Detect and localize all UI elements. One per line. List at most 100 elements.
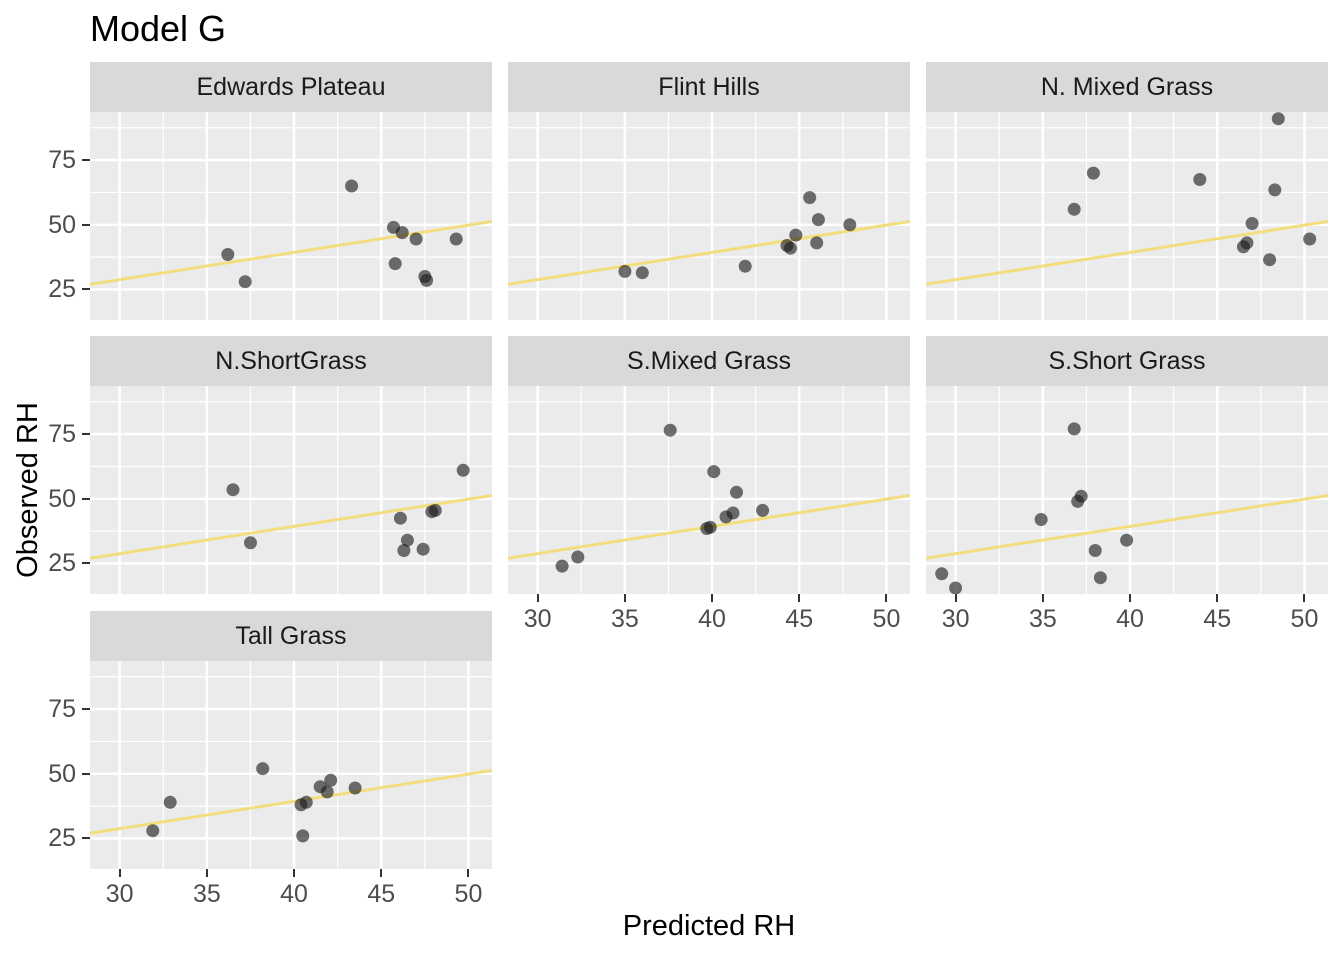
y-tick-mark xyxy=(82,433,90,436)
x-tick-label: 40 xyxy=(1116,605,1144,633)
data-point xyxy=(811,213,825,227)
x-tick-mark xyxy=(205,869,208,877)
facet-panel-flint-hills xyxy=(507,112,911,320)
y-tick-label: 75 xyxy=(48,695,76,724)
data-point xyxy=(935,567,949,581)
data-point xyxy=(803,191,817,205)
panel-canvas-edwards-plateau xyxy=(89,112,493,320)
panel-canvas-tall-grass xyxy=(89,661,493,869)
trend-line xyxy=(89,493,493,560)
x-tick-label: 30 xyxy=(523,605,552,633)
trend-line xyxy=(925,493,1329,560)
data-point xyxy=(395,226,409,240)
data-point xyxy=(784,241,797,255)
data-point xyxy=(428,503,442,517)
data-point xyxy=(393,511,407,525)
data-point xyxy=(1120,533,1134,547)
y-tick-label: 25 xyxy=(48,549,76,578)
data-point xyxy=(449,232,463,246)
x-tick-label: 35 xyxy=(192,880,221,908)
x-tick-mark xyxy=(954,594,957,602)
x-tick-mark xyxy=(380,869,383,877)
x-tick-mark xyxy=(623,594,626,602)
panel-canvas-n-shortgrass xyxy=(89,386,493,594)
y-tick-mark xyxy=(82,159,90,162)
trend-line xyxy=(89,219,493,286)
facet-panel-n-shortgrass xyxy=(89,386,493,594)
facet-strip-flint-hills: Flint Hills xyxy=(508,62,910,112)
data-point xyxy=(221,248,235,261)
data-point xyxy=(400,533,414,547)
data-point xyxy=(348,781,362,795)
data-point xyxy=(1193,173,1207,186)
y-tick-label: 50 xyxy=(48,484,76,513)
y-tick-label: 25 xyxy=(48,275,76,304)
data-point xyxy=(1067,422,1081,436)
x-tick-label: 40 xyxy=(698,605,726,633)
x-tick-mark xyxy=(118,869,121,877)
y-tick-mark xyxy=(82,223,90,226)
data-point xyxy=(456,463,470,477)
data-point xyxy=(707,465,721,479)
y-tick-mark xyxy=(82,772,90,775)
data-point xyxy=(388,257,402,271)
facet-strip-tall-grass: Tall Grass xyxy=(90,611,492,661)
x-tick-label: 35 xyxy=(1028,605,1057,633)
x-tick-label: 30 xyxy=(941,605,970,633)
data-point xyxy=(1271,112,1285,126)
data-point xyxy=(416,542,430,556)
y-tick-mark xyxy=(82,562,90,565)
facet-panel-edwards-plateau xyxy=(89,112,493,320)
data-point xyxy=(296,829,310,843)
data-point xyxy=(409,232,423,246)
y-tick-label: 25 xyxy=(48,824,76,853)
y-tick-label: 75 xyxy=(48,420,76,449)
x-tick-mark xyxy=(1041,594,1044,602)
data-point xyxy=(789,228,803,242)
y-tick-label: 50 xyxy=(48,210,76,239)
data-point xyxy=(420,273,434,287)
data-point xyxy=(238,275,252,289)
data-point xyxy=(320,785,334,799)
data-point xyxy=(345,179,359,193)
y-tick-label: 50 xyxy=(48,759,76,788)
x-tick-mark xyxy=(1129,594,1132,602)
data-point xyxy=(663,423,677,437)
data-point xyxy=(1093,571,1107,585)
data-point xyxy=(146,824,160,838)
x-tick-mark xyxy=(798,594,801,602)
panel-canvas-s-mixed-grass xyxy=(507,386,911,594)
data-point xyxy=(244,536,257,550)
x-tick-mark xyxy=(536,594,539,602)
x-tick-label: 50 xyxy=(1290,605,1319,633)
data-point xyxy=(1086,166,1100,180)
facet-panel-s-short-grass xyxy=(925,386,1329,595)
panel-canvas-flint-hills xyxy=(507,112,911,320)
facet-strip-s-short-grass: S.Short Grass xyxy=(926,336,1328,386)
facet-strip-n-mixed-grass: N. Mixed Grass xyxy=(926,62,1328,112)
x-tick-label: 45 xyxy=(785,605,814,633)
data-point xyxy=(299,795,313,809)
x-tick-label: 45 xyxy=(1203,605,1232,633)
data-point xyxy=(397,544,411,557)
y-tick-mark xyxy=(82,497,90,500)
plot-title: Model G xyxy=(90,8,227,49)
x-tick-label: 40 xyxy=(280,880,308,908)
x-tick-label: 50 xyxy=(454,880,483,908)
facet-panel-tall-grass xyxy=(89,661,493,869)
x-tick-mark xyxy=(1216,594,1219,602)
x-tick-label: 30 xyxy=(105,880,134,908)
facet-strip-s-mixed-grass: S.Mixed Grass xyxy=(508,336,910,386)
data-point xyxy=(555,559,569,573)
y-tick-mark xyxy=(82,837,90,840)
x-tick-mark xyxy=(467,869,470,877)
data-point xyxy=(163,795,177,809)
trend-line xyxy=(507,219,911,286)
facet-strip-n-shortgrass: N.ShortGrass xyxy=(90,336,492,386)
data-point xyxy=(618,264,632,278)
data-point xyxy=(571,550,585,564)
x-tick-mark xyxy=(885,594,888,602)
data-point xyxy=(719,510,733,524)
y-tick-mark xyxy=(82,288,90,291)
x-tick-mark xyxy=(711,594,714,602)
